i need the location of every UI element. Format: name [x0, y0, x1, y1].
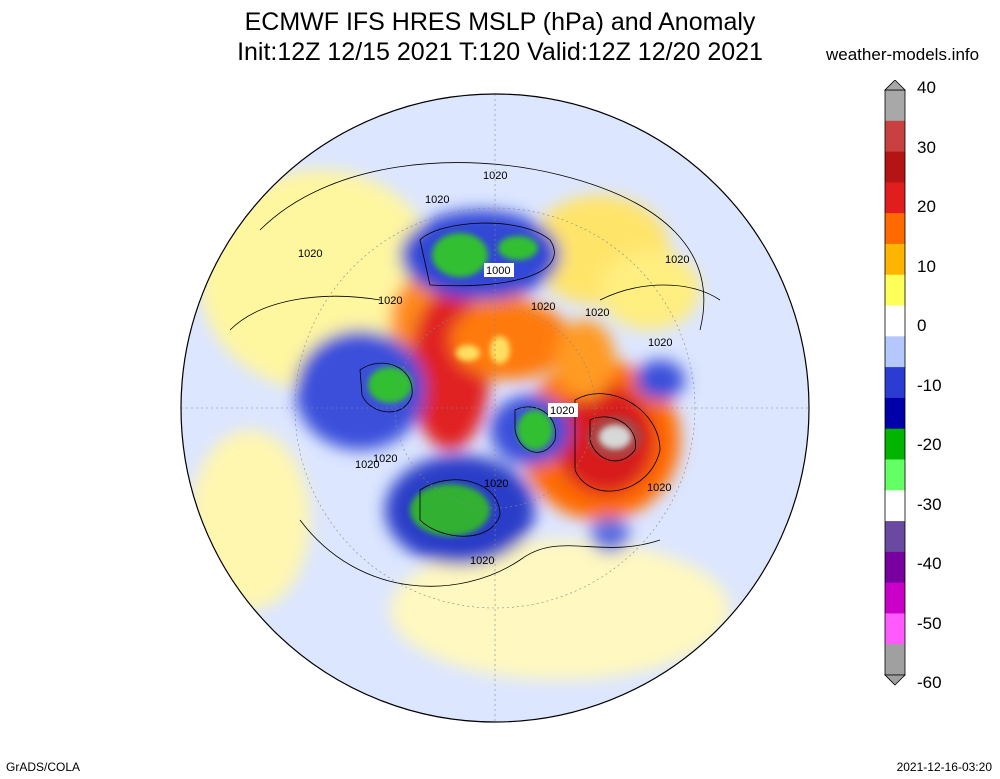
colorbar-label: 40 [917, 78, 936, 97]
colorbar-cell [885, 397, 905, 430]
colorbar-cell [885, 213, 905, 245]
map-border [180, 93, 810, 723]
colorbar-cell [885, 182, 905, 214]
colorbar-cell [885, 120, 905, 153]
isobar-label: 1020 [648, 337, 672, 349]
colorbar-cell [885, 613, 905, 645]
colorbar-label: 30 [917, 138, 936, 157]
colorbar-cell [885, 644, 905, 676]
colorbar-label: 10 [917, 257, 936, 276]
colorbar-cell [885, 305, 905, 337]
colorbar-cell [885, 428, 905, 460]
colorbar-cell [885, 90, 905, 122]
isobar-label: 1020 [378, 295, 402, 307]
isobar-label: 1020 [425, 194, 449, 206]
colorbar-label: -60 [917, 673, 942, 692]
isobar-label: 1020 [665, 254, 689, 266]
anomaly-cores [368, 233, 643, 536]
map-title: ECMWF IFS HRES MSLP (hPa) and Anomaly [244, 8, 756, 36]
isobar-label: 1000 [486, 265, 510, 277]
map-disc [181, 94, 809, 722]
colorbar-label: -20 [917, 435, 942, 454]
colorbar-cell [885, 367, 905, 399]
colorbar-cell [885, 459, 905, 491]
colorbar-top-arrow [884, 80, 906, 91]
colorbar-label: 0 [917, 316, 927, 335]
isobar-label: 1020 [531, 301, 555, 313]
colorbar-label: -40 [917, 554, 942, 573]
isobar-label: 1020 [483, 170, 507, 182]
colorbar-bottom-arrow [884, 674, 906, 686]
isobar-label: 1020 [585, 307, 609, 319]
colorbar-cell [885, 582, 905, 614]
isobar-label: 1020 [550, 405, 574, 417]
colorbar-cell [885, 521, 905, 553]
isobar-label: 1020 [484, 478, 508, 490]
colorbar-label: -50 [917, 614, 942, 633]
footer-software: GrADS/COLA [6, 760, 81, 774]
colorbar-cell [885, 274, 905, 307]
colorbar-cell [885, 151, 905, 183]
colorbar-label: -30 [917, 495, 942, 514]
isobar-label-group: 1020 1020 1020 1020 1000 1020 1020 1020 … [298, 170, 689, 567]
colorbar-label: 20 [917, 197, 936, 216]
source-site: weather-models.info [826, 45, 980, 64]
colorbar-cell [885, 551, 905, 584]
colorbar-label: -10 [917, 376, 942, 395]
colorbar-cell [885, 336, 905, 368]
isobar-label: 1020 [470, 555, 494, 567]
colorbar-cell [885, 243, 905, 276]
footer-timestamp: 2021-12-16-03:20 [896, 760, 992, 774]
map-subtitle: Init:12Z 12/15 2021 T:120 Valid:12Z 12/2… [237, 38, 763, 66]
colorbar-cells [884, 89, 906, 676]
isobar-label: 1020 [373, 453, 397, 465]
isobar-label: 1020 [298, 248, 322, 260]
graticule [181, 94, 809, 722]
isobar-label: 1020 [355, 459, 379, 471]
isobars [229, 162, 721, 587]
isobar-label: 1020 [647, 482, 671, 494]
colorbar-cell [885, 490, 905, 522]
colorbar [884, 80, 906, 686]
